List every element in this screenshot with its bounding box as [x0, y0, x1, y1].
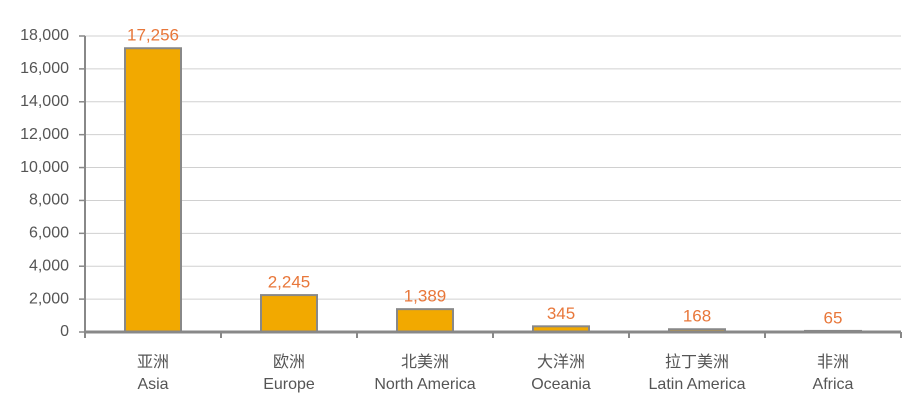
value-label: 2,245	[268, 273, 311, 292]
value-label: 1,389	[404, 287, 447, 306]
x-tick-label: 欧洲	[273, 353, 305, 371]
y-tick-label: 6,000	[29, 225, 69, 242]
x-tick-label: 大洋洲	[537, 353, 585, 371]
y-tick-label: 0	[60, 323, 69, 340]
y-tick-label: 18,000	[20, 27, 69, 44]
x-tick-label: 拉丁美洲	[665, 353, 729, 371]
y-tick-label: 12,000	[20, 126, 69, 143]
x-tick-label: Asia	[137, 376, 168, 393]
value-label: 17,256	[127, 26, 179, 45]
x-tick-label: 北美洲	[401, 353, 449, 371]
value-label: 168	[683, 307, 711, 326]
x-tick-label: 非洲	[817, 353, 849, 371]
x-tick-label: Africa	[813, 376, 854, 393]
bar	[124, 47, 182, 333]
y-tick-label: 10,000	[20, 159, 69, 176]
x-tick-label: Oceania	[531, 376, 591, 393]
value-label: 65	[824, 308, 843, 327]
x-tick-label: North America	[374, 376, 475, 393]
bar	[260, 294, 318, 333]
y-tick-label: 14,000	[20, 93, 69, 110]
bar	[396, 308, 454, 333]
y-tick-label: 16,000	[20, 60, 69, 77]
y-tick-label: 2,000	[29, 290, 69, 307]
value-label: 345	[547, 304, 575, 323]
y-tick-label: 8,000	[29, 192, 69, 209]
x-tick-label: Europe	[263, 376, 315, 393]
y-tick-label: 4,000	[29, 257, 69, 274]
x-tick-label: 亚洲	[137, 354, 169, 371]
x-tick-label: Latin America	[649, 376, 746, 393]
